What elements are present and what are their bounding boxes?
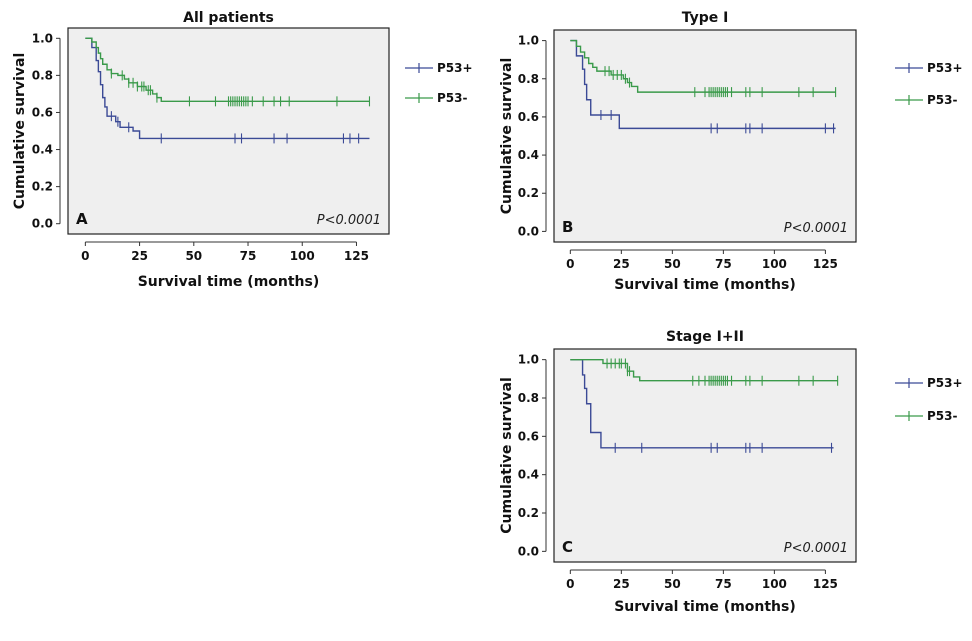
y-tick-label: 0.6 bbox=[32, 105, 53, 119]
y-tick-label: 0.2 bbox=[32, 180, 53, 194]
y-axis-label: Cumulative survival bbox=[499, 377, 515, 534]
x-axis-label: Survival time (months) bbox=[614, 277, 796, 293]
y-tick-label: 1.0 bbox=[518, 353, 539, 367]
km-panel-b: Type I 0.0 0.2 0.4 0.6 0.8 1.0 0 25 50 75 100 125 Sur… bbox=[499, 10, 963, 293]
p-value: P<0.0001 bbox=[317, 213, 381, 228]
x-tick-label: 75 bbox=[715, 257, 732, 271]
legend-label: P53- bbox=[927, 409, 957, 423]
x-tick-label: 50 bbox=[664, 257, 681, 271]
x-tick-label: 0 bbox=[566, 257, 574, 271]
y-tick-label: 0.6 bbox=[518, 429, 539, 443]
y-tick-label: 1.0 bbox=[32, 31, 53, 45]
legend-label: P53+ bbox=[927, 61, 963, 75]
y-tick-label: 0.0 bbox=[518, 544, 539, 558]
y-tick-label: 1.0 bbox=[518, 34, 539, 48]
series-line-P53pos bbox=[570, 358, 834, 449]
x-tick-label: 100 bbox=[762, 257, 787, 271]
x-tick-label: 125 bbox=[344, 249, 369, 263]
x-tick-label: 25 bbox=[131, 249, 148, 263]
y-axis-label: Cumulative survival bbox=[12, 53, 28, 210]
x-tick-label: 25 bbox=[613, 257, 630, 271]
x-tick-label: 0 bbox=[81, 249, 89, 263]
y-tick-label: 0.6 bbox=[518, 110, 539, 124]
series-line-P53neg bbox=[570, 358, 838, 382]
panel-letter: B bbox=[562, 218, 573, 236]
x-tick-label: 125 bbox=[813, 257, 838, 271]
y-tick-label: 0.8 bbox=[32, 68, 53, 82]
x-tick-label: 25 bbox=[613, 577, 630, 591]
plot-area bbox=[67, 27, 390, 235]
p-value: P<0.0001 bbox=[784, 541, 848, 556]
x-axis-label: Survival time (months) bbox=[614, 599, 796, 615]
panel-letter: A bbox=[76, 210, 88, 228]
series-line-P53pos bbox=[570, 39, 836, 130]
series-line-P53neg bbox=[570, 39, 836, 93]
chart-title: Stage I+II bbox=[666, 329, 744, 345]
legend-label: P53- bbox=[437, 91, 467, 105]
plot-area bbox=[553, 29, 857, 243]
y-tick-label: 0.2 bbox=[518, 186, 539, 200]
x-tick-label: 0 bbox=[566, 577, 574, 591]
y-tick-label: 0.4 bbox=[518, 148, 539, 162]
x-tick-label: 50 bbox=[664, 577, 681, 591]
y-tick-label: 0.4 bbox=[32, 143, 53, 157]
x-tick-label: 100 bbox=[762, 577, 787, 591]
km-panel-a: All patients 0.0 0.2 0.4 0.6 0.8 1.0 0 25 50 75 100… bbox=[12, 10, 473, 290]
legend-label: P53+ bbox=[927, 376, 963, 390]
legend-label: P53+ bbox=[437, 61, 473, 75]
x-tick-label: 50 bbox=[185, 249, 202, 263]
y-tick-label: 0.0 bbox=[518, 224, 539, 238]
p-value: P<0.0001 bbox=[784, 221, 848, 236]
y-tick-label: 0.2 bbox=[518, 506, 539, 520]
x-tick-label: 100 bbox=[290, 249, 315, 263]
km-panel-c: Stage I+II 0.0 0.2 0.4 0.6 0.8 1.0 0 25 50 75 100 12… bbox=[499, 329, 963, 615]
series-line-P53neg bbox=[85, 37, 370, 103]
y-tick-label: 0.8 bbox=[518, 72, 539, 86]
legend-label: P53- bbox=[927, 93, 957, 107]
y-tick-label: 0.0 bbox=[32, 217, 53, 231]
chart-title: Type I bbox=[682, 10, 729, 26]
chart-title: All patients bbox=[183, 10, 274, 26]
y-axis-label: Cumulative survival bbox=[499, 58, 515, 215]
x-tick-label: 75 bbox=[240, 249, 257, 263]
x-tick-label: 75 bbox=[715, 577, 732, 591]
x-tick-label: 125 bbox=[813, 577, 838, 591]
y-tick-label: 0.4 bbox=[518, 468, 539, 482]
series-line-P53pos bbox=[85, 37, 370, 140]
y-tick-label: 0.8 bbox=[518, 391, 539, 405]
x-axis-label: Survival time (months) bbox=[138, 274, 320, 290]
panel-letter: C bbox=[562, 538, 573, 556]
